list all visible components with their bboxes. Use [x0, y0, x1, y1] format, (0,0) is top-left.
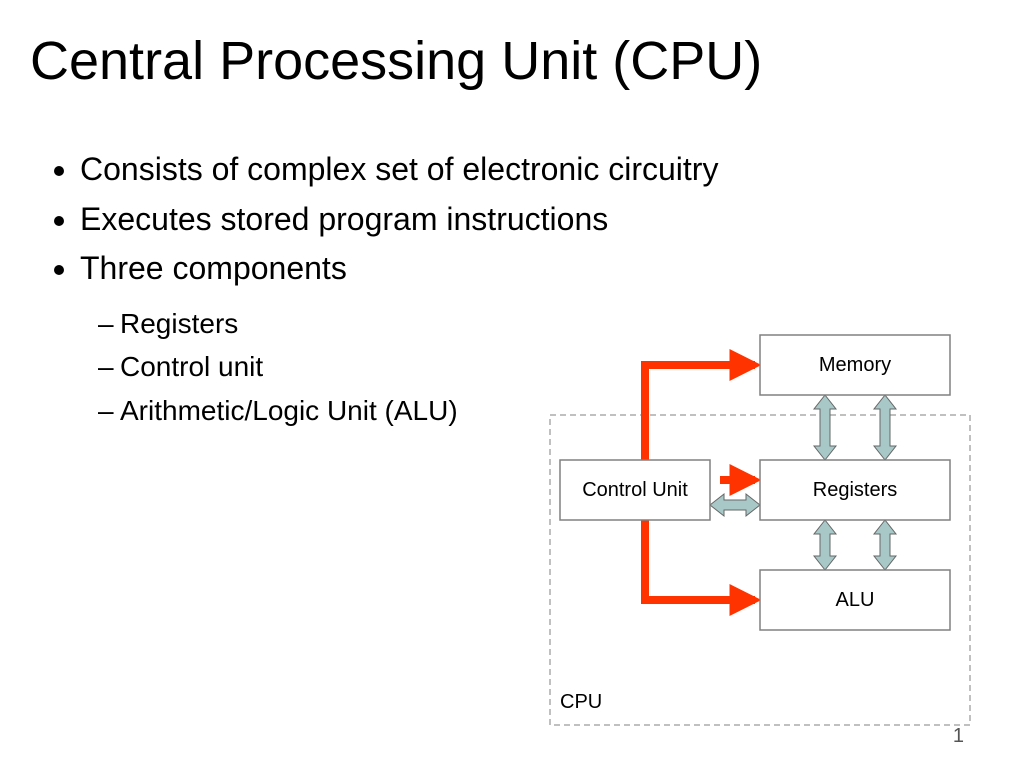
bullet-subitem: Registers — [120, 302, 480, 345]
svg-text:ALU: ALU — [836, 589, 875, 611]
bullet-item: Consists of complex set of electronic ci… — [80, 145, 950, 195]
bullet-item: Executes stored program instructions — [80, 195, 950, 245]
cpu-diagram: CPU Memory Control Unit Registers ALU — [540, 330, 980, 740]
bullet-subitem: Arithmetic/Logic Unit (ALU) — [120, 389, 480, 432]
svg-text:Registers: Registers — [813, 479, 897, 501]
svg-text:Control Unit: Control Unit — [582, 479, 688, 501]
bullet-item: Three components — [80, 244, 950, 294]
page-number: 1 — [953, 725, 964, 748]
svg-text:CPU: CPU — [560, 691, 602, 713]
svg-text:Memory: Memory — [819, 354, 891, 376]
bullet-subitem: Control unit — [120, 345, 480, 388]
page-title: Central Processing Unit (CPU) — [30, 30, 762, 92]
